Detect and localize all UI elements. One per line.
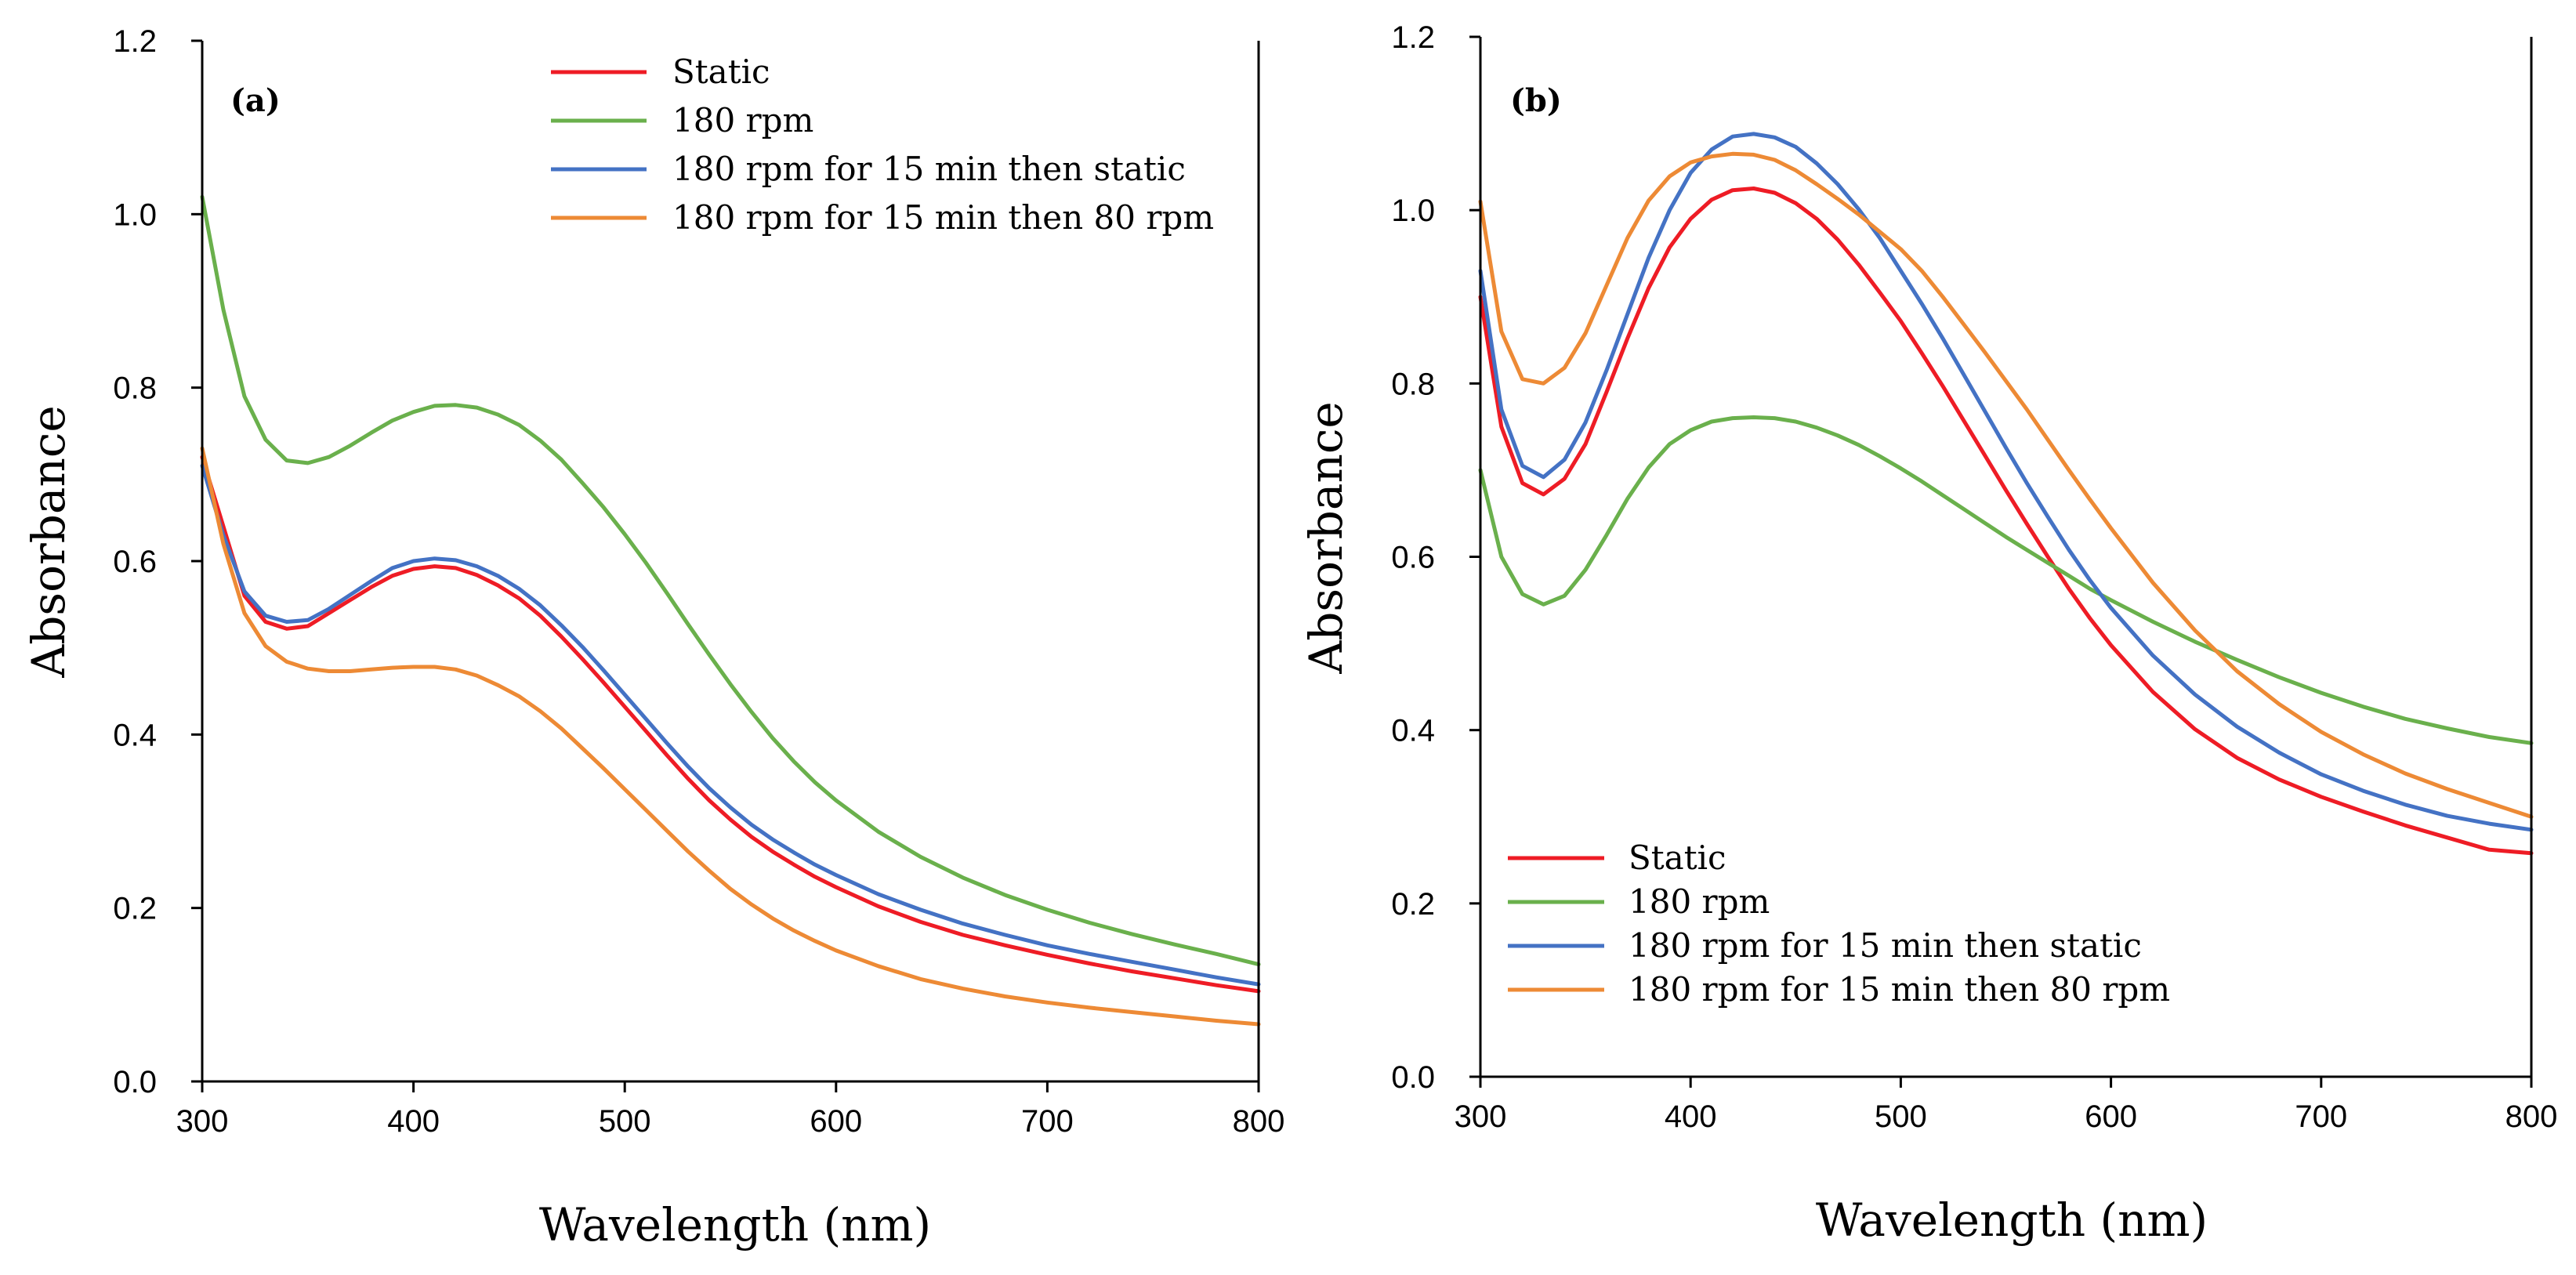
panel-b-y-tick-label: 1.2 <box>1391 20 1435 55</box>
panel-a-chart: (a) 300 400 500 600 700 800 0.0 0.2 0.4 0.6 0.8 1.0… <box>22 24 1284 1251</box>
panel-b-series-line-3 <box>1478 132 2534 832</box>
panel-b-series-line-4 <box>1478 151 2534 819</box>
panel-a-y-tick-label: 0.6 <box>113 545 157 579</box>
panel-b-y-tick-label: 0.4 <box>1391 714 1435 748</box>
panel-a-label: (a) <box>230 82 281 119</box>
panel-b-legend-label-2: 180 rpm <box>1629 882 1770 921</box>
panel-a-x-tick-label: 300 <box>176 1104 229 1139</box>
panel-b-x-axis-title: Wavelength (nm) <box>1816 1194 2208 1247</box>
panel-b-y-axis-title: Absorbance <box>1299 401 1353 674</box>
panel-a-legend-label-4: 180 rpm for 15 min then 80 rpm <box>672 198 1214 237</box>
panel-a-x-tick-label: 700 <box>1021 1104 1074 1139</box>
panel-a-y-tick-label: 0.2 <box>113 892 157 926</box>
panel-a-series-line-2 <box>200 194 1261 967</box>
panel-a-plot-area: 300 400 500 600 700 800 0.0 0.2 0.4 0.6 0.8 1.0 1.2 <box>113 24 1284 1139</box>
panel-b-legend: Static 180 rpm 180 rpm for 15 min then sta… <box>1508 839 2170 1009</box>
panel-a-legend: Static 180 rpm 180 rpm for 15 min then sta… <box>551 53 1214 237</box>
panel-b-x-tick-label: 600 <box>2085 1099 2137 1134</box>
panel-b-chart: (b) 300 400 500 600 700 800 0.0 0.2 0.4 0.6 0.8 1.0… <box>1299 20 2557 1247</box>
panel-b-label: (b) <box>1510 82 1562 119</box>
panel-b-x-tick-label: 400 <box>1665 1099 1717 1134</box>
panel-b-y-tick-label: 1.0 <box>1391 194 1435 228</box>
panel-a-x-tick-label: 600 <box>810 1104 862 1139</box>
panel-a-series-line-1 <box>200 455 1261 994</box>
panel-b-series-line-1 <box>1478 187 2534 856</box>
panel-b-legend-label-1: Static <box>1629 839 1726 877</box>
panel-b-legend-label-4: 180 rpm for 15 min then 80 rpm <box>1629 970 2170 1009</box>
panel-b-plot-area: 300 400 500 600 700 800 0.0 0.2 0.4 0.6 0.8 1.0 1.2 <box>1391 20 2557 1134</box>
panel-a-x-tick-label: 400 <box>387 1104 440 1139</box>
panel-b-x-tick-label: 300 <box>1455 1099 1507 1134</box>
panel-a-y-axis-title: Absorbance <box>22 405 75 678</box>
panel-a-y-tick-label: 1.0 <box>113 197 157 232</box>
panel-a-series-line-3 <box>200 463 1261 987</box>
panel-a-series-line-4 <box>200 446 1261 1027</box>
panel-b-y-tick-label: 0.6 <box>1391 541 1435 575</box>
panel-a-legend-label-2: 180 rpm <box>672 101 813 139</box>
panel-b-x-tick-label: 500 <box>1875 1099 1927 1134</box>
panel-a-legend-label-1: Static <box>672 53 770 91</box>
panel-a-y-tick-label: 0.0 <box>113 1065 157 1099</box>
panel-a-x-tick-label: 500 <box>599 1104 651 1139</box>
panel-b-y-tick-label: 0.0 <box>1391 1060 1435 1095</box>
panel-a-legend-label-3: 180 rpm for 15 min then static <box>672 150 1186 188</box>
panel-a-x-axis-title: Wavelength (nm) <box>539 1198 931 1251</box>
panel-b-x-tick-label: 700 <box>2295 1099 2347 1134</box>
panel-b-x-tick-label: 800 <box>2505 1099 2558 1134</box>
panel-b-legend-label-3: 180 rpm for 15 min then static <box>1629 926 2142 965</box>
panel-a-y-tick-label: 0.8 <box>113 371 157 406</box>
panel-b-series-line-2 <box>1478 415 2534 745</box>
panel-b-y-tick-label: 0.2 <box>1391 887 1435 922</box>
panel-a-y-tick-label: 0.4 <box>113 718 157 752</box>
panel-b-y-tick-label: 0.8 <box>1391 367 1435 401</box>
panel-a-y-tick-label: 1.2 <box>113 24 157 59</box>
panel-a-x-tick-label: 800 <box>1233 1104 1285 1139</box>
